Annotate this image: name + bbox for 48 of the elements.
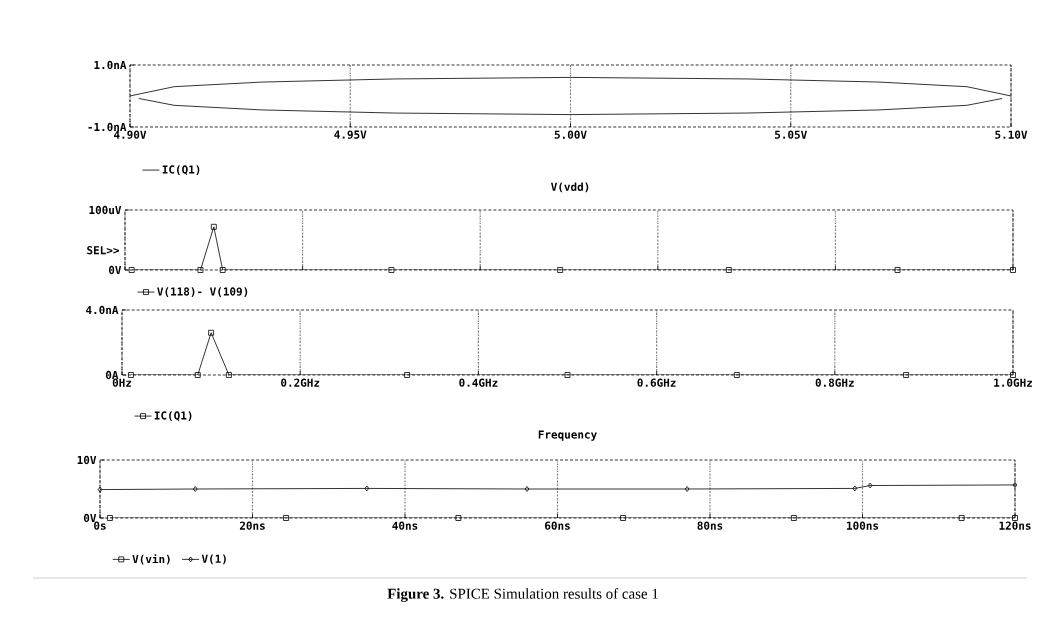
x-tick-label: 5.10V — [995, 130, 1028, 139]
x-tick-label: 0.4GHz — [459, 378, 498, 387]
x-axis-title: Frequency — [538, 430, 597, 441]
y-tick-label: 10V — [77, 455, 97, 465]
x-tick-label: 80ns — [697, 521, 723, 530]
x-tick-label: 0s — [94, 521, 106, 530]
point — [283, 515, 289, 521]
point — [867, 482, 873, 489]
x-tick-label: 0.8GHz — [815, 378, 854, 387]
point — [524, 486, 530, 492]
point — [107, 515, 113, 521]
point — [364, 485, 370, 492]
legend-label: V(vin) — [132, 554, 170, 565]
x-tick-label: 60ns — [545, 521, 570, 530]
point — [193, 486, 198, 492]
point — [852, 485, 858, 492]
legend-label: IC(Q1) — [162, 165, 200, 175]
legend-label: V(1) — [201, 554, 226, 565]
point — [620, 515, 626, 521]
text: SEL>> — [87, 246, 120, 255]
x-tick-label: 4.90V — [114, 130, 147, 139]
y-tick-label: 0V — [83, 513, 97, 523]
point — [455, 515, 462, 521]
x-tick-label: 120ns — [999, 521, 1031, 530]
legend-label: IC(Q1) — [154, 411, 192, 421]
point — [790, 515, 797, 521]
x-tick-label: 5.00V — [554, 130, 587, 139]
y-tick-label: 1.0nA — [94, 60, 127, 70]
y-tick-label: 4.0nA — [86, 305, 119, 315]
x-tick-label: 100ns — [847, 521, 879, 530]
x-axis-title: V(vdd) — [551, 182, 589, 193]
y-tick-label: 0A — [105, 370, 119, 380]
y-tick-label: -1.0nA — [88, 122, 127, 132]
x-tick-label: 4.95V — [334, 130, 367, 139]
legend-label: V(118)- V(109) — [157, 287, 248, 297]
line-series — [138, 98, 1003, 115]
text: Figure 3. SPICE Simulation results of case 1 — [387, 588, 658, 602]
x-tick-label: 0Hz — [112, 378, 132, 387]
y-tick-label: 100uV — [89, 205, 122, 215]
x-tick-label: 20ns — [239, 521, 265, 530]
x-tick-label: 5.05V — [775, 130, 807, 139]
x-tick-label: 40ns — [392, 521, 418, 530]
point — [684, 486, 690, 492]
y-tick-label: 0V — [108, 265, 122, 275]
point — [958, 515, 965, 521]
x-tick-label: 0.2GHz — [281, 378, 320, 387]
x-tick-label: 0.6GHz — [637, 378, 676, 387]
x-tick-label: 1.0GHz — [994, 378, 1032, 387]
